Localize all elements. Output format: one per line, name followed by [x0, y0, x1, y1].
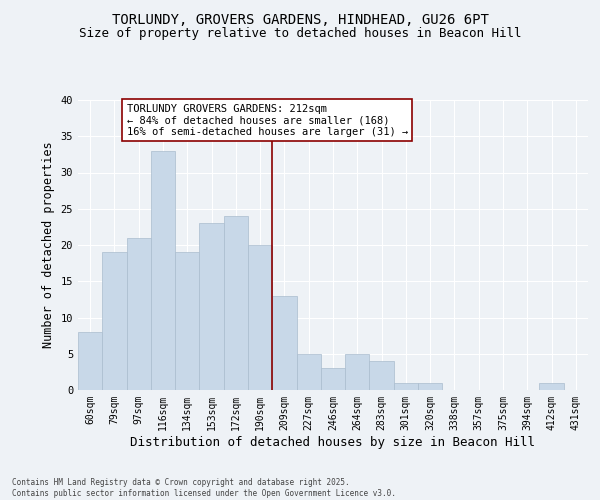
- Text: TORLUNDY GROVERS GARDENS: 212sqm
← 84% of detached houses are smaller (168)
16% : TORLUNDY GROVERS GARDENS: 212sqm ← 84% o…: [127, 104, 408, 137]
- Bar: [151, 151, 175, 390]
- Bar: [272, 296, 296, 390]
- Text: Size of property relative to detached houses in Beacon Hill: Size of property relative to detached ho…: [79, 28, 521, 40]
- Bar: [127, 238, 151, 390]
- Bar: [296, 354, 321, 390]
- Bar: [248, 245, 272, 390]
- Text: Contains HM Land Registry data © Crown copyright and database right 2025.
Contai: Contains HM Land Registry data © Crown c…: [12, 478, 396, 498]
- Bar: [418, 383, 442, 390]
- Bar: [78, 332, 102, 390]
- Bar: [539, 383, 564, 390]
- Bar: [394, 383, 418, 390]
- Y-axis label: Number of detached properties: Number of detached properties: [42, 142, 55, 348]
- X-axis label: Distribution of detached houses by size in Beacon Hill: Distribution of detached houses by size …: [131, 436, 536, 448]
- Bar: [321, 368, 345, 390]
- Bar: [175, 252, 199, 390]
- Bar: [345, 354, 370, 390]
- Bar: [370, 361, 394, 390]
- Bar: [199, 223, 224, 390]
- Bar: [102, 252, 127, 390]
- Text: TORLUNDY, GROVERS GARDENS, HINDHEAD, GU26 6PT: TORLUNDY, GROVERS GARDENS, HINDHEAD, GU2…: [112, 12, 488, 26]
- Bar: [224, 216, 248, 390]
